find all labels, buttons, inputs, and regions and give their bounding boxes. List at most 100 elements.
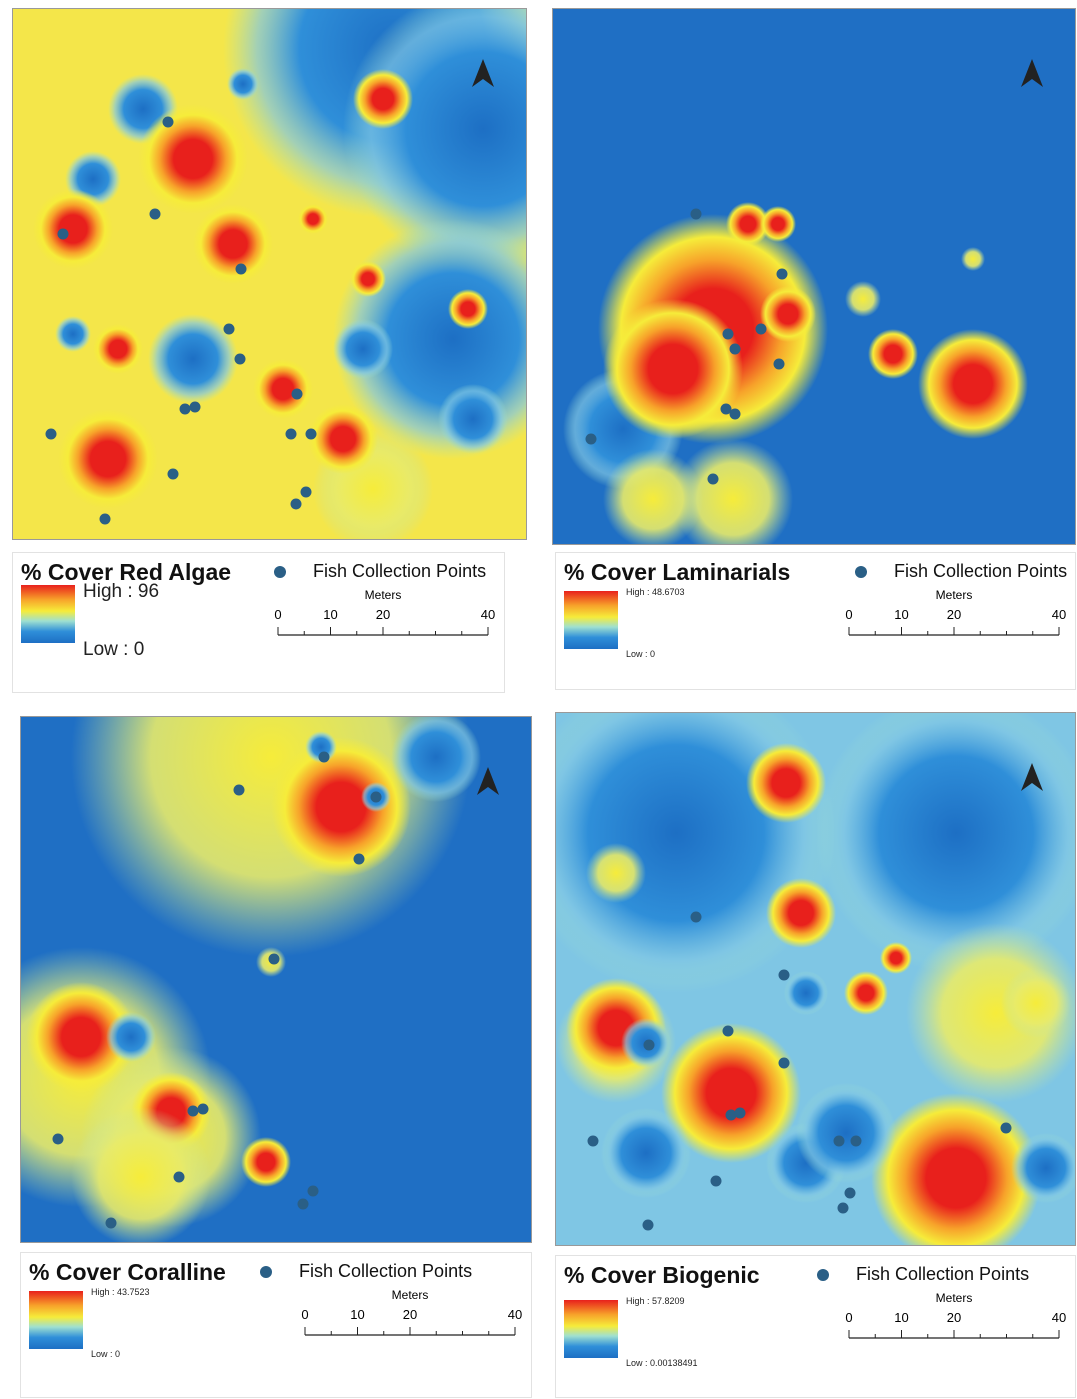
heat-blob	[746, 743, 826, 823]
fish-collection-point	[100, 514, 111, 525]
point-symbol-dot	[855, 566, 867, 578]
fish-collection-point	[1001, 1123, 1012, 1134]
legend-low: Low : 0.00138491	[626, 1358, 698, 1368]
heat-map	[21, 717, 531, 1242]
heat-blob	[766, 878, 836, 948]
legend: % Cover BiogenicHigh : 57.8209Low : 0.00…	[555, 1255, 1076, 1398]
heat-blob	[71, 1107, 211, 1242]
points-label: Fish Collection Points	[894, 561, 1067, 582]
fish-collection-point	[708, 474, 719, 485]
scale-tick-label: 10	[323, 607, 337, 622]
scale-tick-label: 20	[947, 1310, 961, 1325]
legend-high: High : 57.8209	[626, 1296, 685, 1306]
fish-collection-point	[174, 1172, 185, 1183]
heat-blob	[241, 1137, 291, 1187]
fish-collection-point	[838, 1203, 849, 1214]
heat-blob	[93, 324, 143, 374]
fish-collection-point	[58, 229, 69, 240]
heat-blob	[880, 942, 912, 974]
fish-collection-point	[851, 1136, 862, 1147]
fish-collection-point	[845, 1188, 856, 1199]
fish-collection-point	[150, 209, 161, 220]
heat-blob	[961, 247, 985, 271]
fish-collection-point	[711, 1176, 722, 1187]
heat-blob	[845, 281, 881, 317]
heat-blob	[298, 204, 328, 234]
fish-collection-point	[163, 117, 174, 128]
heat-blob	[33, 189, 113, 269]
scale-unit: Meters	[936, 1292, 973, 1305]
legend-high: High : 96	[83, 581, 159, 603]
fish-collection-point	[269, 954, 280, 965]
heat-blob	[271, 737, 411, 877]
scale-bar: Meters0102040	[270, 589, 500, 649]
heat-blob	[55, 316, 91, 352]
legend-low: Low : 0	[91, 1349, 120, 1359]
heat-blob	[106, 1012, 156, 1062]
legend-ramp	[21, 585, 75, 643]
fish-collection-point	[188, 1106, 199, 1117]
scale-tick-label: 0	[845, 607, 852, 622]
figure: {"panels": [ {"title": "% Cover Red Alga…	[0, 0, 1077, 1399]
heat-map	[556, 713, 1075, 1245]
heat-map	[13, 9, 526, 539]
fish-collection-point	[691, 912, 702, 923]
scale-tick-label: 40	[508, 1307, 522, 1322]
fish-collection-point	[779, 970, 790, 981]
heat-blob	[253, 359, 313, 419]
legend-high: High : 48.6703	[626, 587, 685, 597]
heat-blob	[193, 204, 273, 284]
fish-collection-point	[292, 389, 303, 400]
fish-collection-point	[730, 344, 741, 355]
scale-unit: Meters	[365, 589, 402, 602]
point-symbol	[259, 1265, 273, 1279]
map-panel	[555, 712, 1076, 1246]
heat-blob	[918, 329, 1028, 439]
heat-blob	[227, 68, 259, 100]
fish-collection-point	[235, 354, 246, 365]
points-label: Fish Collection Points	[313, 561, 486, 582]
fish-collection-point	[371, 792, 382, 803]
legend-ramp	[29, 1291, 83, 1349]
scale-tick-label: 0	[301, 1307, 308, 1322]
fish-collection-point	[198, 1104, 209, 1115]
fish-collection-point	[234, 785, 245, 796]
heat-blob	[603, 299, 743, 439]
heat-map	[553, 9, 1075, 544]
scale-tick-label: 20	[376, 607, 390, 622]
heat-blob	[760, 286, 816, 342]
fish-collection-point	[301, 487, 312, 498]
fish-collection-point	[306, 429, 317, 440]
heat-blob	[844, 971, 888, 1015]
heat-blob	[58, 409, 158, 509]
fish-collection-point	[308, 1186, 319, 1197]
fish-collection-point	[168, 469, 179, 480]
legend-ramp	[564, 591, 618, 649]
fish-collection-point	[777, 269, 788, 280]
heat-blob	[308, 404, 378, 474]
fish-collection-point	[756, 324, 767, 335]
fish-collection-point	[779, 1058, 790, 1069]
scale-tick-label: 10	[350, 1307, 364, 1322]
fish-collection-point	[774, 359, 785, 370]
legend-low: Low : 0	[626, 649, 655, 659]
scale-tick-label: 20	[947, 607, 961, 622]
heat-blob	[138, 104, 248, 214]
point-symbol	[816, 1268, 830, 1282]
heat-blob	[586, 843, 646, 903]
scale-tick-label: 0	[845, 1310, 852, 1325]
point-symbol	[273, 565, 287, 579]
fish-collection-point	[730, 409, 741, 420]
fish-collection-point	[180, 404, 191, 415]
fish-collection-point	[586, 434, 597, 445]
legend-ramp	[564, 1300, 618, 1358]
fish-collection-point	[735, 1108, 746, 1119]
map-panel	[20, 716, 532, 1243]
scale-bar: Meters0102040	[297, 1289, 527, 1349]
scale-tick-label: 40	[1052, 1310, 1066, 1325]
points-label: Fish Collection Points	[856, 1264, 1029, 1285]
map-panel	[12, 8, 527, 540]
